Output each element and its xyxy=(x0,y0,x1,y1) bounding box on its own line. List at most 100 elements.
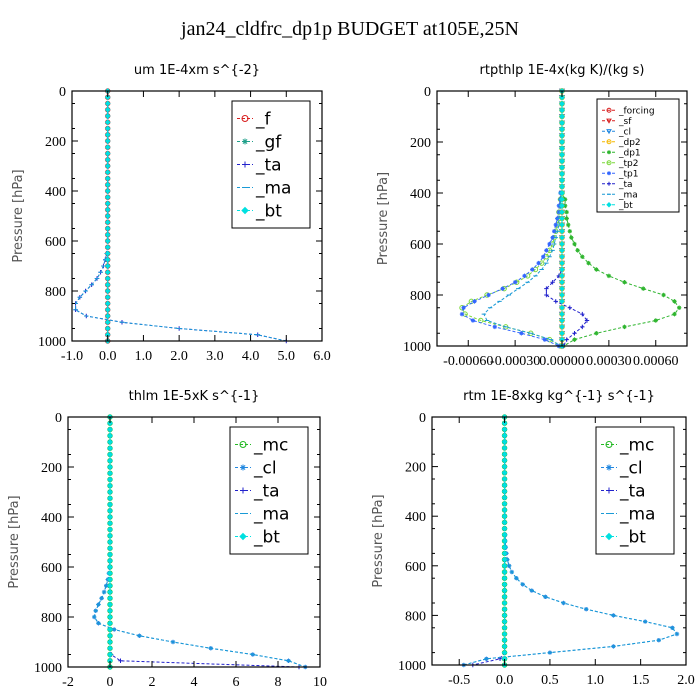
data-point xyxy=(486,292,491,298)
data-point xyxy=(104,281,111,288)
legend-marker xyxy=(607,171,611,176)
data-point xyxy=(501,538,508,544)
data-point xyxy=(672,311,677,317)
legend-marker xyxy=(606,464,612,471)
data-point xyxy=(580,254,585,259)
data-point xyxy=(672,299,677,304)
x-tick-label: -0.00060 xyxy=(443,354,493,369)
data-point xyxy=(572,337,577,342)
y-tick-label: 400 xyxy=(405,510,426,525)
data-point xyxy=(559,183,565,190)
y-tick-label: 0 xyxy=(55,411,62,426)
data-point xyxy=(472,299,477,304)
legend-entry: _f xyxy=(237,109,272,129)
panel-title: rtpthlp 1E-4x(kg K)/(kg s) xyxy=(480,63,645,78)
data-point xyxy=(104,169,111,176)
data-point xyxy=(559,177,565,184)
legend-label: _tp1 xyxy=(618,169,638,179)
legend-entry: _ma xyxy=(602,190,638,200)
x-tick-label: 10 xyxy=(313,675,327,690)
data-point xyxy=(559,119,565,126)
data-point xyxy=(559,126,565,133)
data-point xyxy=(542,337,548,342)
data-point xyxy=(104,100,111,107)
data-point xyxy=(104,306,111,313)
data-point xyxy=(501,426,508,433)
chart-thlm: thlm 1E-5xK s^{-1} Pressure [hPa] 0 200 400 6… xyxy=(7,389,327,690)
data-point xyxy=(559,241,565,247)
data-point xyxy=(107,495,113,502)
data-point xyxy=(107,432,113,439)
y-tick-label: 600 xyxy=(405,560,426,575)
data-point xyxy=(501,550,508,557)
data-point xyxy=(567,305,573,310)
legend-entry: _gf xyxy=(237,132,282,152)
data-point xyxy=(104,181,111,188)
data-point xyxy=(622,280,627,285)
legend-entry: _ma xyxy=(237,178,291,198)
data-point xyxy=(553,299,558,304)
series-line xyxy=(472,417,506,666)
data-point xyxy=(104,231,111,238)
data-point xyxy=(559,209,565,216)
data-point xyxy=(104,294,111,301)
data-point xyxy=(104,256,111,263)
legend-marker xyxy=(606,107,612,113)
legend-entry: _bt xyxy=(237,201,282,221)
legend-marker xyxy=(241,206,249,215)
data-point xyxy=(104,119,111,126)
data-point xyxy=(104,125,111,132)
y-tick-label: 800 xyxy=(410,289,431,304)
y-tick-label: 600 xyxy=(45,235,66,250)
legend-label: _bt xyxy=(619,527,646,547)
data-point xyxy=(104,106,111,113)
data-point xyxy=(550,235,555,240)
legend-box xyxy=(596,98,680,213)
x-tick-label: -0.00030 xyxy=(490,354,540,369)
data-point xyxy=(501,649,508,656)
legend-marker xyxy=(239,532,247,541)
y-tick-label: 200 xyxy=(45,135,66,150)
data-point xyxy=(512,280,518,285)
legend-label: _forcing xyxy=(618,106,655,116)
data-point xyxy=(501,637,508,644)
y-tick-label: 200 xyxy=(410,136,431,151)
legend-label: _ta xyxy=(618,180,633,190)
chart-rtpthlp: rtpthlp 1E-4x(kg K)/(kg s) Pressure [hPa]… xyxy=(376,63,688,369)
series-thlm_bt xyxy=(107,414,113,670)
legend-marker xyxy=(605,441,613,448)
data-point xyxy=(107,645,113,652)
legend-entry: _sf xyxy=(602,117,632,127)
y-axis-label: Pressure [hPa] xyxy=(7,495,22,588)
data-point xyxy=(501,476,508,482)
legend-marker xyxy=(606,129,612,135)
data-point xyxy=(107,439,113,445)
x-tick-label: 2 xyxy=(149,675,156,690)
legend-entry: _tp1 xyxy=(602,169,638,179)
y-tick-label: 600 xyxy=(41,561,62,576)
legend-label: _tp2 xyxy=(618,159,638,169)
data-point xyxy=(104,238,111,244)
data-point xyxy=(501,519,508,526)
y-tick-label: 1000 xyxy=(38,335,66,350)
figure-title: jan24_cldfrc_dp1p BUDGET at105E,25N xyxy=(181,18,519,40)
legend: _mc _cl _ta _ma _bt xyxy=(595,426,675,555)
data-point xyxy=(606,273,612,279)
legend-entry: _ta xyxy=(601,481,646,501)
data-point xyxy=(104,300,111,307)
legend-label: _mc xyxy=(253,435,288,455)
legend-label: _ta xyxy=(255,155,282,175)
legend-marker xyxy=(240,487,246,494)
data-point xyxy=(569,235,574,240)
data-point xyxy=(107,532,113,539)
series-rtpthlp_tp2 xyxy=(459,88,565,349)
data-point xyxy=(107,445,113,452)
series-line xyxy=(483,91,563,347)
legend-label: _bt xyxy=(618,201,633,211)
legend-label: _ma xyxy=(253,504,289,524)
legend-entry: _forcing xyxy=(602,106,655,116)
legend-marker xyxy=(606,160,612,166)
data-point xyxy=(559,323,565,330)
data-point xyxy=(107,570,113,577)
